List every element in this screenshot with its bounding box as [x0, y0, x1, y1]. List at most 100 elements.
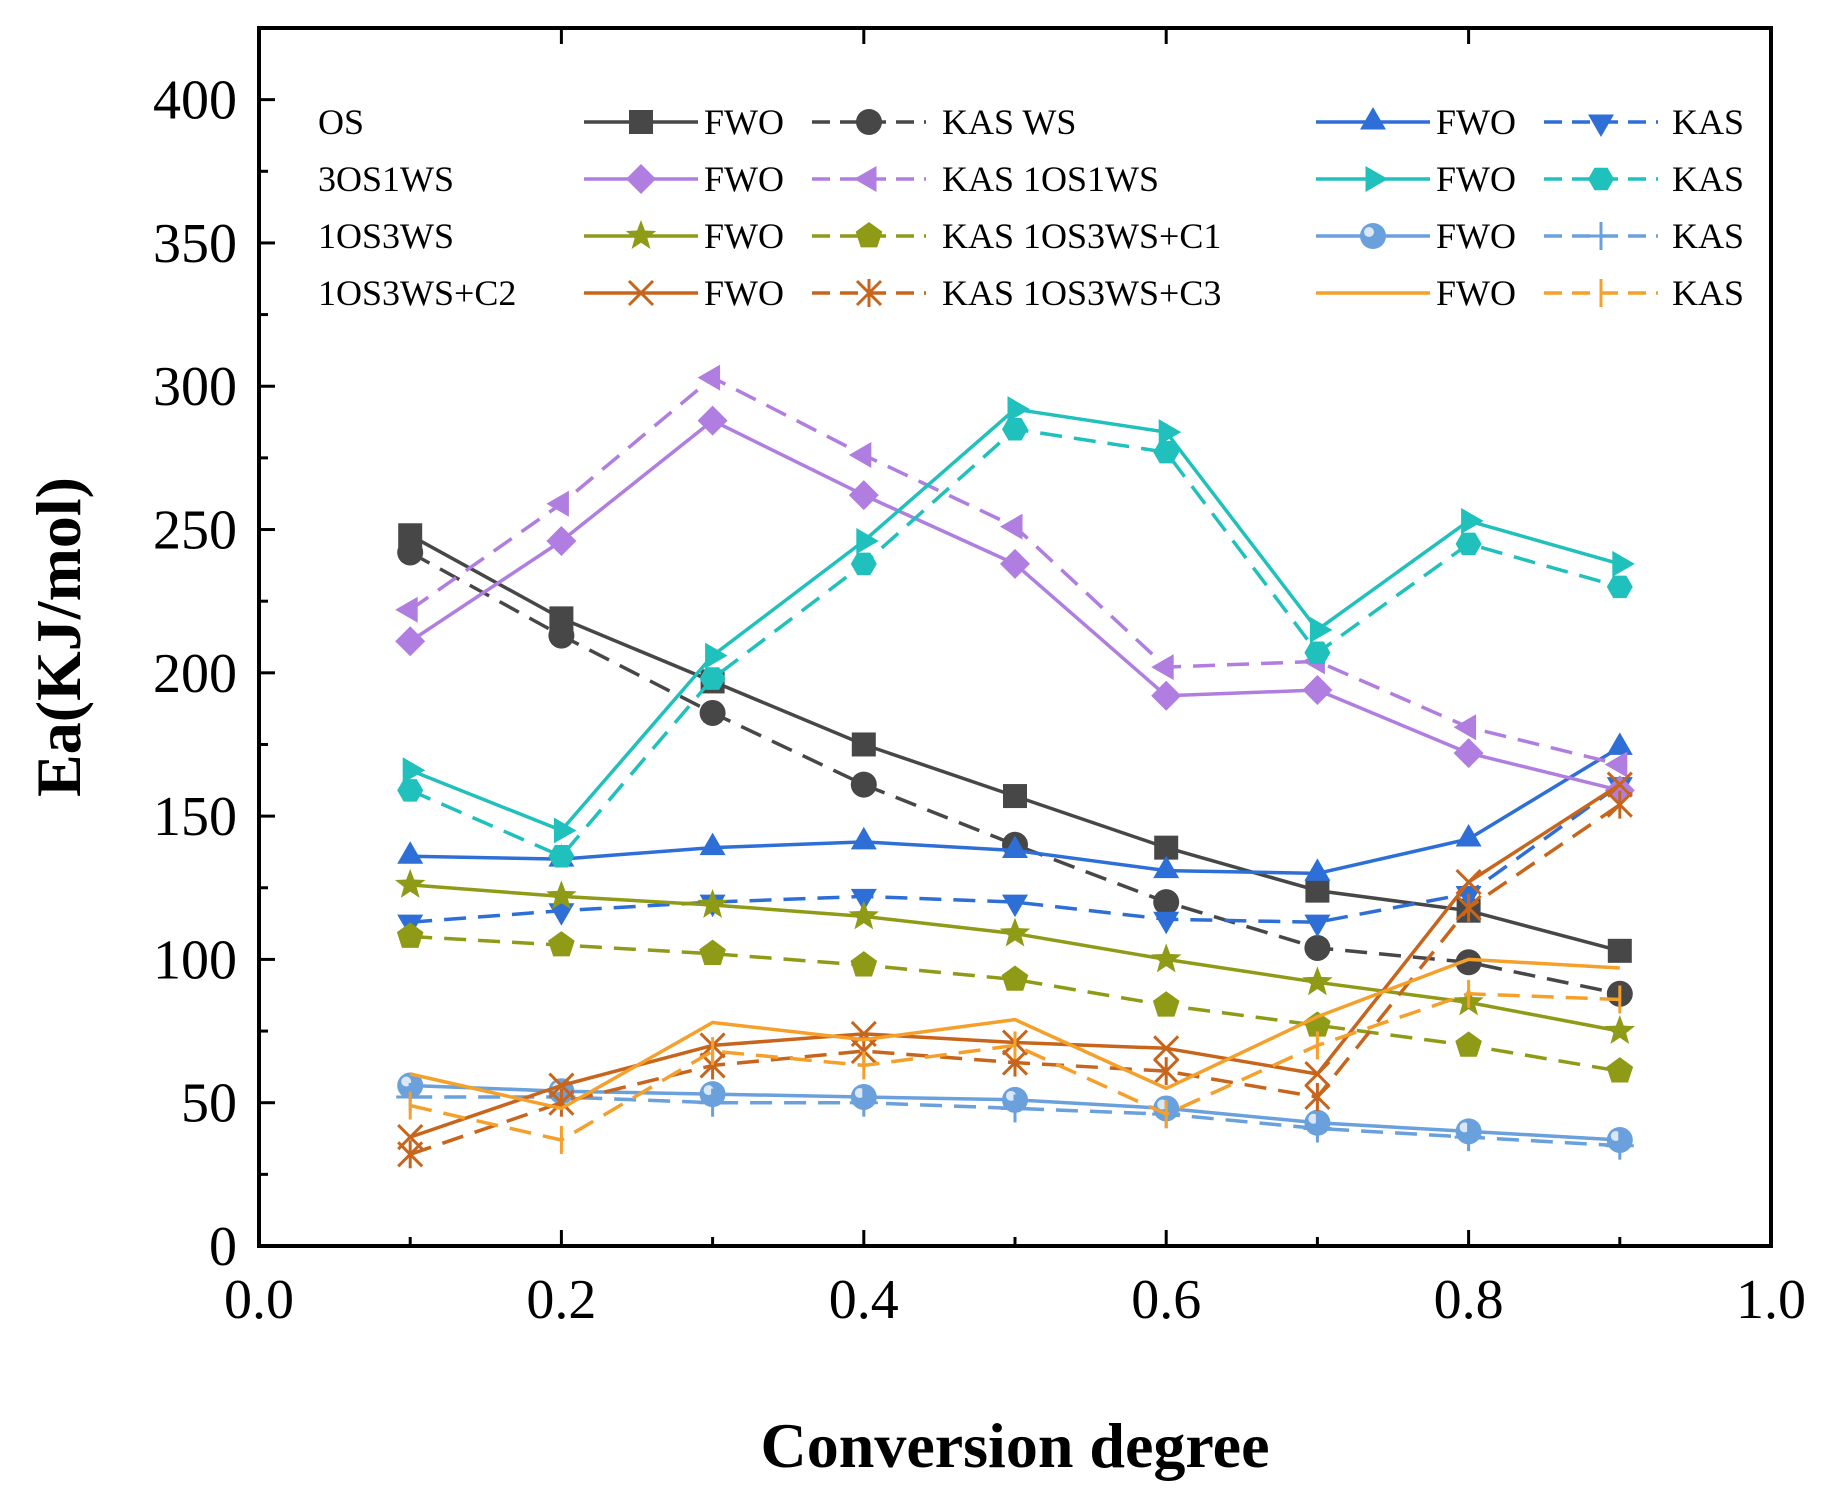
y-tick-label: 50: [181, 1073, 237, 1135]
y-tick-label: 100: [153, 929, 237, 991]
data-point: [1606, 575, 1633, 599]
legend-entry: [1544, 279, 1658, 307]
y-tick-label: 0: [209, 1216, 237, 1278]
data-point: [699, 667, 726, 690]
data-point: [1455, 1031, 1482, 1057]
data-point: [698, 1088, 727, 1117]
data-point: [848, 480, 879, 511]
data-point: [548, 1088, 575, 1117]
data-point: [850, 826, 877, 850]
legend-marker: [626, 164, 656, 194]
legend-entry: [812, 109, 926, 135]
data-point: [546, 880, 577, 910]
data-point: [397, 841, 424, 864]
data-point: [548, 622, 575, 649]
legend-marker: [854, 166, 877, 192]
data-point: [699, 939, 726, 966]
data-point: [397, 779, 424, 802]
data-point: [850, 771, 877, 798]
legend-entry: [1316, 166, 1430, 192]
data-point: [1604, 751, 1628, 778]
series-line: [409, 957, 1620, 1111]
legend-method-label: FWO: [704, 159, 784, 199]
legend-entry: [584, 164, 698, 194]
data-point: [1304, 1060, 1331, 1088]
data-point: [1454, 1123, 1483, 1152]
data-point: [1455, 824, 1482, 847]
data-point: [548, 844, 575, 868]
data-point: [1001, 1094, 1029, 1123]
data-point: [1612, 550, 1635, 577]
data-point: [397, 539, 424, 566]
data-point: [705, 642, 728, 669]
legend-entry: [812, 166, 926, 192]
x-axis-title: Conversion degree: [761, 1410, 1270, 1481]
legend-entry: [812, 222, 926, 248]
legend-entry: [1316, 223, 1430, 249]
legend-entry: [1544, 222, 1658, 250]
x-tick-label: 1.0: [1736, 1269, 1806, 1331]
legend-method-label: FWO: [1436, 102, 1516, 142]
data-point: [1304, 934, 1331, 961]
data-point: [1304, 858, 1331, 881]
x-tick-label: 0.8: [1434, 1269, 1504, 1331]
data-point: [1304, 914, 1331, 938]
data-point: [1151, 654, 1174, 681]
data-point: [1606, 1057, 1634, 1083]
data-point: [1153, 855, 1180, 879]
data-point: [1304, 1082, 1331, 1111]
data-point: [697, 405, 728, 436]
data-point: [850, 552, 877, 576]
data-point: [1455, 893, 1482, 922]
legend-marker: [1588, 114, 1614, 137]
y-tick-label: 400: [153, 70, 237, 132]
data-point: [1002, 417, 1028, 441]
legend-group-label: 1OS3WS: [318, 216, 454, 256]
legend-marker: [627, 279, 655, 307]
series-1os3ws-c1-kas: [396, 1082, 1634, 1160]
data-point: [1153, 889, 1180, 916]
data-point: [548, 903, 575, 926]
data-point: [849, 1088, 878, 1117]
legend-group-label: KAS 1OS3WS+C1: [942, 216, 1221, 256]
legend-entry: [1316, 107, 1430, 130]
legend-entry: [1544, 167, 1658, 191]
data-point: [851, 732, 876, 757]
data-point: [1001, 965, 1029, 991]
legend-entry: [812, 279, 926, 307]
ticks-layer: 0.0 0.2 0.4 0.6 0.8 1.0 0 50 100 150 200 250 300 350 4…: [153, 26, 1806, 1331]
y-axis-title: Ea(KJ/mol): [23, 477, 94, 797]
legend-method-label: FWO: [1436, 159, 1516, 199]
legend-marker: [1588, 167, 1614, 191]
series-1os1ws-fwo: [402, 396, 1635, 844]
data-point: [1003, 784, 1027, 809]
series-line: [409, 550, 1621, 996]
legend-entry: [584, 279, 698, 307]
series-1os3ws-c3-fwo: [409, 957, 1620, 1111]
data-point: [396, 922, 424, 948]
series-line: [409, 407, 1621, 833]
data-point: [394, 868, 426, 898]
data-point: [1153, 1035, 1180, 1062]
legend-group-label: 1OS3WS+C2: [318, 273, 516, 313]
legend-method-label: KAS: [1672, 159, 1744, 199]
legend-group-label: 3OS1WS: [318, 159, 454, 199]
legend-group-label: OS: [318, 102, 364, 142]
data-point: [1606, 771, 1633, 798]
data-point: [1002, 894, 1028, 918]
legend-method-label: FWO: [704, 102, 784, 142]
legend-group-label: KAS WS: [942, 102, 1076, 142]
data-point: [848, 442, 872, 469]
x-tick-label: 0.0: [224, 1269, 294, 1331]
data-point: [395, 626, 426, 657]
data-point: [1153, 440, 1180, 464]
series-1os1ws-kas: [397, 417, 1633, 868]
x-tick-label: 0.4: [829, 1269, 899, 1331]
data-point: [856, 528, 879, 554]
legend-marker: [1360, 223, 1386, 249]
data-point: [1150, 943, 1182, 973]
data-point: [699, 832, 726, 856]
series-1os3ws-c2-kas: [397, 790, 1633, 1169]
legend-entry: [584, 220, 698, 249]
